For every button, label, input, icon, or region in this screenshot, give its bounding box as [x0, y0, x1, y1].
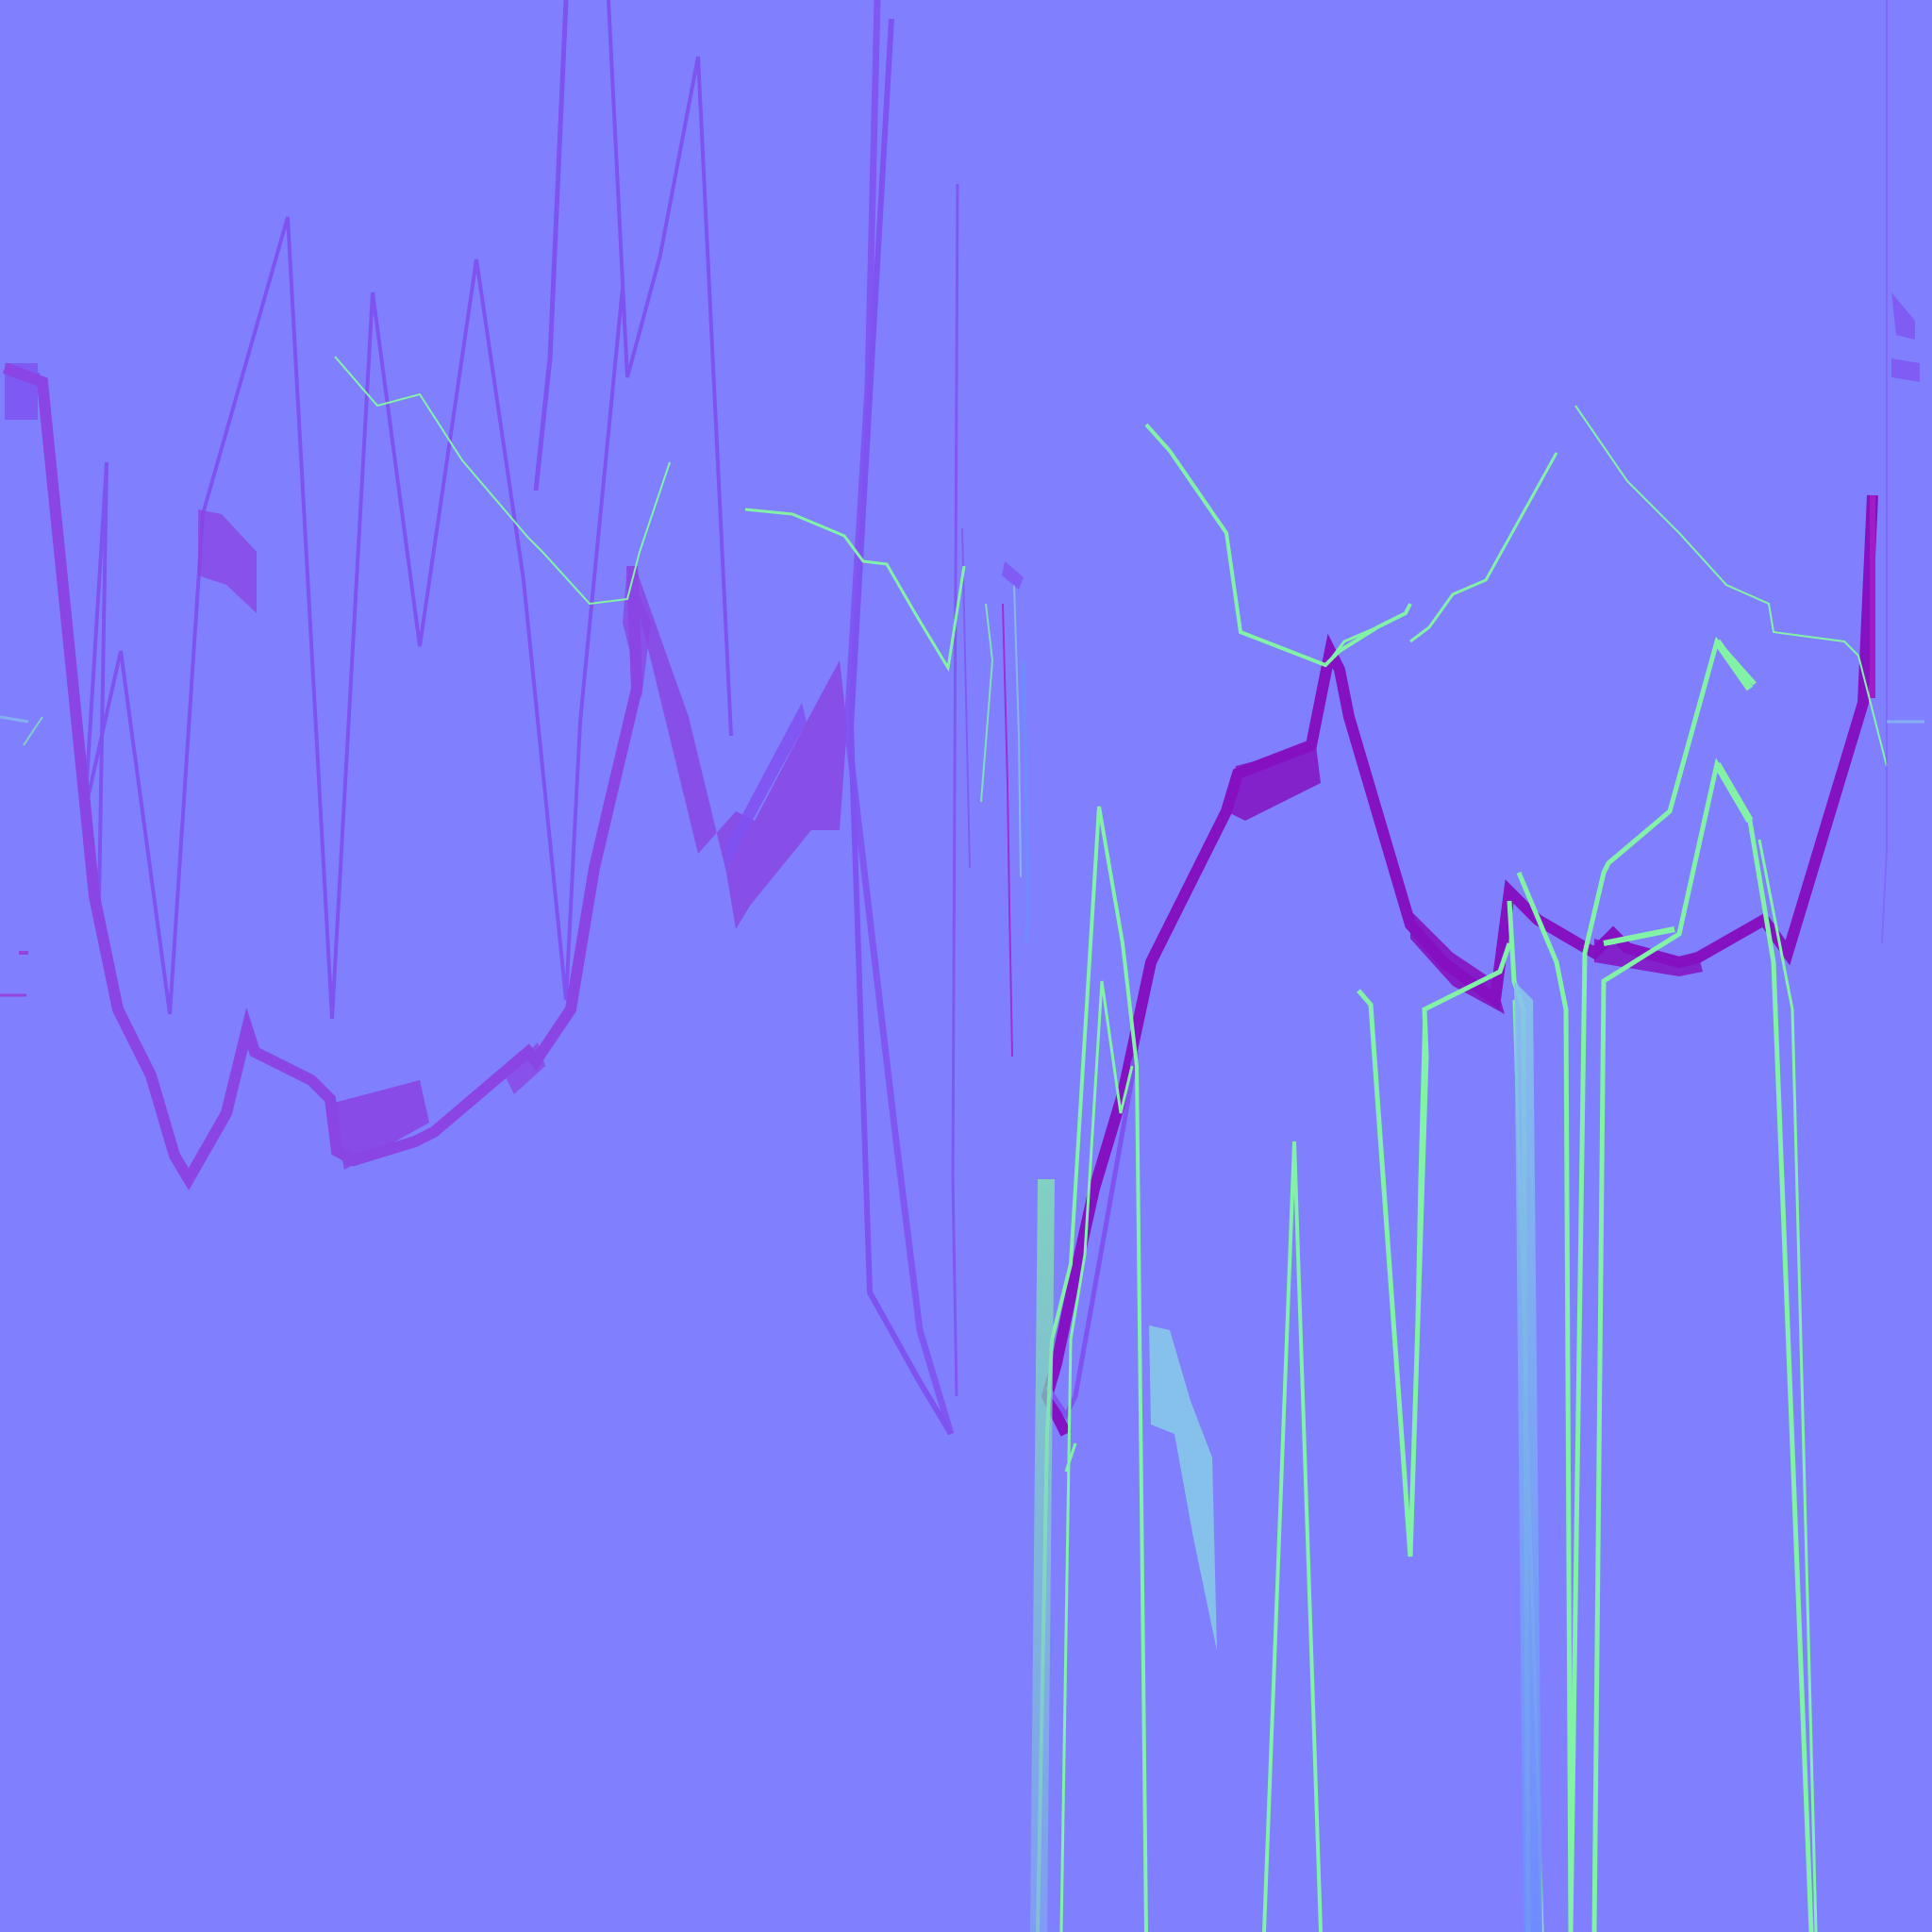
- stroke-line-31: [1409, 452, 1558, 643]
- stroke-line-32: [1574, 405, 1888, 767]
- stroke-line-16: [1002, 603, 1013, 1058]
- stroke-line-3: [533, 0, 569, 491]
- stroke-ribbon-9: [330, 1080, 429, 1170]
- stroke-ribbon-49: [1149, 1325, 1217, 1651]
- stroke-ribbon-12: [627, 566, 847, 929]
- stroke-line-17: [1013, 584, 1022, 878]
- stroke-ribbon-14: [623, 566, 651, 698]
- stroke-line-7: [961, 527, 971, 869]
- stroke-line-52: [1881, 0, 1888, 944]
- stroke-line-45: [1757, 839, 1818, 1932]
- stroke-line-38: [1357, 942, 1512, 1557]
- stroke-ribbon-53: [1891, 292, 1915, 340]
- stroke-line-48: [1713, 761, 1754, 824]
- stroke-line-6: [951, 183, 959, 1397]
- stroke-line-37: [1262, 1141, 1323, 1932]
- stroke-line-4: [607, 0, 733, 737]
- stroke-line-18: [980, 603, 994, 803]
- stroke-ribbon-51: [1030, 1179, 1055, 1932]
- stroke-ribbon-26: [1410, 910, 1505, 1014]
- stroke-line-21: [334, 356, 671, 606]
- stroke-ribbon-54: [1891, 358, 1920, 382]
- stroke-ribbon-10: [505, 1042, 545, 1094]
- stroke-line-5: [847, 18, 954, 1436]
- stroke-line-56: [0, 715, 29, 724]
- stroke-ribbon-25: [1226, 745, 1321, 821]
- stroke-line-30: [1144, 423, 1412, 668]
- stroke-line-36: [1059, 980, 1134, 1932]
- stroke-line-20: [1022, 659, 1031, 944]
- stroke-ribbon-19: [1002, 561, 1024, 590]
- stroke-line-47: [1713, 639, 1754, 691]
- stroke-line-46: [1603, 926, 1675, 946]
- stroke-line-23: [23, 716, 43, 746]
- stroke-line-15: [843, 0, 955, 1436]
- stroke-line-2: [36, 216, 625, 1020]
- stroke-ribbon-11: [198, 509, 257, 613]
- stroke-ribbon-27: [1594, 939, 1703, 976]
- stroke-line-42: [1516, 872, 1574, 1932]
- stroke-line-22: [744, 508, 966, 673]
- stroke-ribbon-50: [1514, 981, 1542, 1932]
- stroke-line-8: [2, 362, 643, 1191]
- stroke-line-33: [1328, 625, 1378, 661]
- stroke-line-39: [1413, 1008, 1426, 1416]
- stroke-ribbon-13: [726, 703, 807, 868]
